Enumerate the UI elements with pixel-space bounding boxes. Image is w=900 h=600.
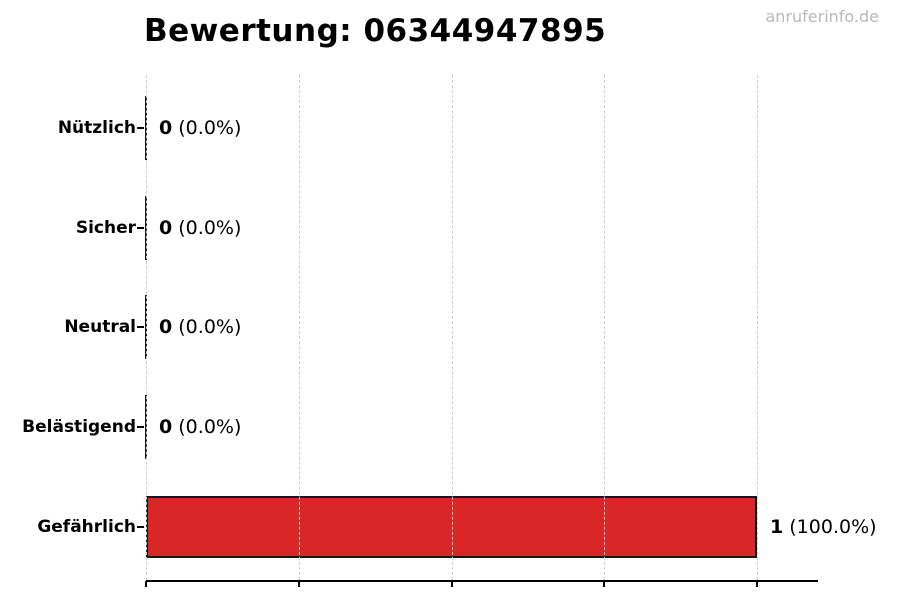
x-tick-mark	[450, 581, 453, 587]
value-label: 0 (0.0%)	[159, 117, 242, 139]
watermark-anruferinfo: anruferinfo.de	[765, 7, 879, 26]
value-label: 0 (0.0%)	[159, 416, 242, 438]
x-tick-mark	[297, 581, 300, 587]
gridline	[604, 75, 606, 580]
y-tick-mark	[137, 426, 144, 428]
x-tick-mark	[603, 581, 606, 587]
chart-title: Bewertung: 06344947895	[144, 13, 607, 49]
category-label: Belästigend	[22, 417, 136, 437]
x-tick-mark	[756, 581, 758, 587]
gridline	[298, 75, 300, 580]
y-tick-mark	[137, 526, 144, 528]
category-label: Neutral	[64, 317, 136, 337]
category-label: Nützlich	[57, 118, 136, 138]
x-axis-line	[146, 580, 818, 582]
value-label: 1 (100.0%)	[770, 516, 877, 538]
category-label: Gefährlich	[37, 517, 136, 537]
gridline	[757, 75, 758, 580]
gridline	[146, 75, 147, 580]
gridline	[451, 75, 453, 580]
y-tick-mark	[137, 127, 144, 129]
value-label: 0 (0.0%)	[159, 217, 242, 239]
category-label: Sicher	[75, 218, 136, 238]
y-tick-mark	[137, 227, 144, 229]
value-label: 0 (0.0%)	[159, 316, 242, 338]
y-tick-mark	[137, 326, 144, 328]
x-tick-mark	[145, 581, 147, 587]
